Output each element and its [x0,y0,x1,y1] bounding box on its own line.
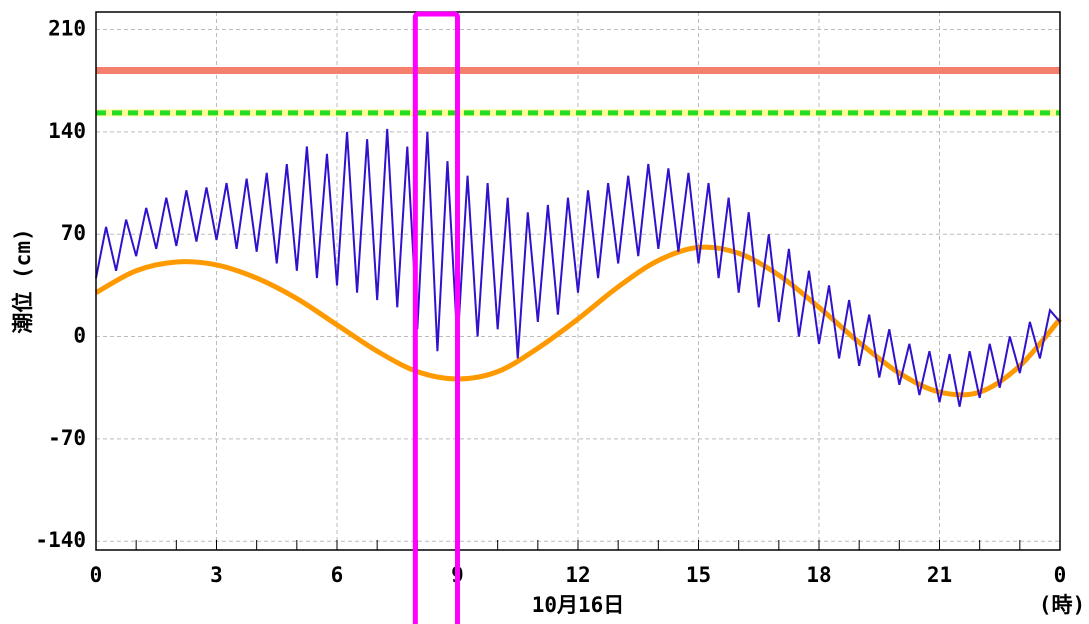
y-tick-label: 140 [48,119,86,143]
y-tick-label: 70 [61,221,86,245]
y-tick-label: -140 [35,528,86,552]
series-line [94,244,1062,398]
y-tick-label: 0 [73,324,86,348]
series-line [95,128,1061,407]
x-tick-label: 12 [565,563,590,587]
x-tick-label: 6 [331,563,344,587]
y-tick-label: 210 [48,17,86,41]
plot-frame [95,11,1061,551]
x-tick-label: 0 [1054,563,1067,587]
y-tick-label: -70 [48,426,86,450]
x-tick-label: 21 [927,563,952,587]
x-tick-label: 18 [806,563,831,587]
x-tick-label: 0 [90,563,103,587]
x-axis-label: 10月16日 [532,593,625,617]
highlight-box [412,11,460,624]
x-tick-label: 15 [686,563,711,587]
x-axis-unit: (時) [1039,593,1085,617]
x-tick-label: 3 [210,563,223,587]
y-axis-label: 潮位 (cm) [11,228,35,333]
